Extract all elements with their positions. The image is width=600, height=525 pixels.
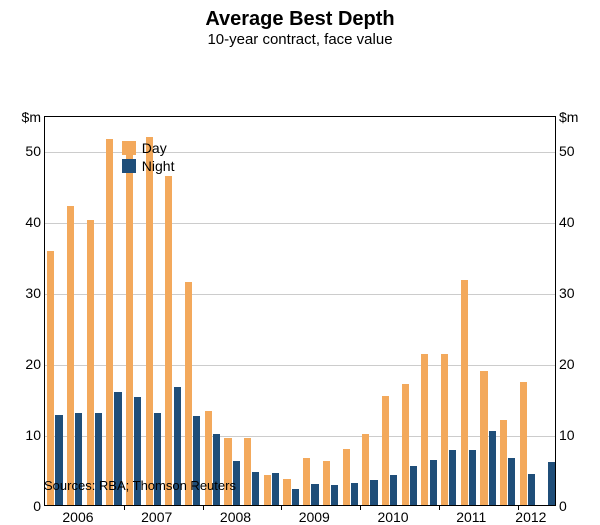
bar-night	[331, 485, 338, 505]
legend-item: Day	[122, 140, 175, 156]
plot-area: 0010102020303040405050$m$m20062007200820…	[44, 116, 556, 506]
bar-night	[548, 462, 555, 505]
x-year-label: 2012	[515, 505, 546, 525]
legend-label: Night	[142, 158, 175, 174]
bar-night	[213, 434, 220, 505]
bar-day	[165, 176, 172, 505]
y-tick-right: 30	[555, 285, 575, 301]
x-tick	[124, 505, 125, 510]
gridline	[45, 365, 555, 366]
bar-night	[430, 460, 437, 505]
legend-item: Night	[122, 158, 175, 174]
y-tick-right: 50	[555, 143, 575, 159]
bar-day	[382, 396, 389, 505]
bar-night	[449, 450, 456, 505]
bar-day	[106, 139, 113, 505]
bar-night	[489, 431, 496, 505]
bar-night	[370, 480, 377, 505]
bar-day	[421, 354, 428, 505]
y-tick-right: 20	[555, 356, 575, 372]
y-tick-right: 10	[555, 427, 575, 443]
bar-day	[264, 475, 271, 505]
x-year-label: 2011	[456, 505, 486, 525]
bar-night	[252, 472, 259, 505]
bar-day	[441, 354, 448, 505]
x-year-label: 2010	[377, 505, 408, 525]
bar-day	[520, 382, 527, 505]
bar-night	[410, 466, 417, 505]
bar-day	[244, 438, 251, 505]
x-year-label: 2009	[299, 505, 330, 525]
bar-day	[146, 137, 153, 505]
bar-day	[303, 458, 310, 505]
bar-night	[390, 475, 397, 505]
chart-title: Average Best Depth	[0, 0, 600, 31]
sources-text: Sources: RBA; Thomson Reuters	[44, 478, 236, 493]
x-tick	[203, 505, 204, 510]
x-tick	[360, 505, 361, 510]
bar-day	[500, 420, 507, 505]
x-year-label: 2007	[141, 505, 172, 525]
bar-day	[323, 461, 330, 505]
y-unit-right: $m	[555, 109, 578, 125]
x-year-label: 2006	[62, 505, 93, 525]
y-tick-left: 30	[25, 285, 45, 301]
y-tick-right: 40	[555, 214, 575, 230]
y-tick-left: 10	[25, 427, 45, 443]
bar-night	[351, 483, 358, 505]
y-tick-left: 0	[33, 498, 45, 514]
y-tick-left: 40	[25, 214, 45, 230]
bar-day	[87, 220, 94, 505]
bar-night	[292, 489, 299, 505]
bar-day	[362, 434, 369, 505]
x-year-label: 2008	[220, 505, 251, 525]
x-tick	[281, 505, 282, 510]
bar-night	[272, 473, 279, 505]
gridline	[45, 223, 555, 224]
y-tick-left: 50	[25, 143, 45, 159]
bar-day	[126, 145, 133, 505]
legend-swatch	[122, 159, 136, 173]
bar-day	[185, 282, 192, 505]
legend-swatch	[122, 141, 136, 155]
bar-day	[480, 371, 487, 505]
bar-day	[224, 438, 231, 505]
bar-night	[469, 450, 476, 505]
bar-night	[508, 458, 515, 505]
bar-day	[461, 280, 468, 505]
legend-label: Day	[142, 140, 167, 156]
x-tick	[439, 505, 440, 510]
bar-day	[47, 251, 54, 505]
bar-night	[528, 474, 535, 505]
bar-day	[67, 206, 74, 505]
y-tick-right: 0	[555, 498, 567, 514]
bar-day	[402, 384, 409, 505]
y-tick-left: 20	[25, 356, 45, 372]
y-unit-left: $m	[22, 109, 45, 125]
chart-subtitle: 10-year contract, face value	[0, 31, 600, 54]
gridline	[45, 294, 555, 295]
legend: Day Night	[122, 140, 175, 176]
bar-day	[283, 479, 290, 505]
bar-night	[311, 484, 318, 505]
bar-day	[343, 449, 350, 505]
